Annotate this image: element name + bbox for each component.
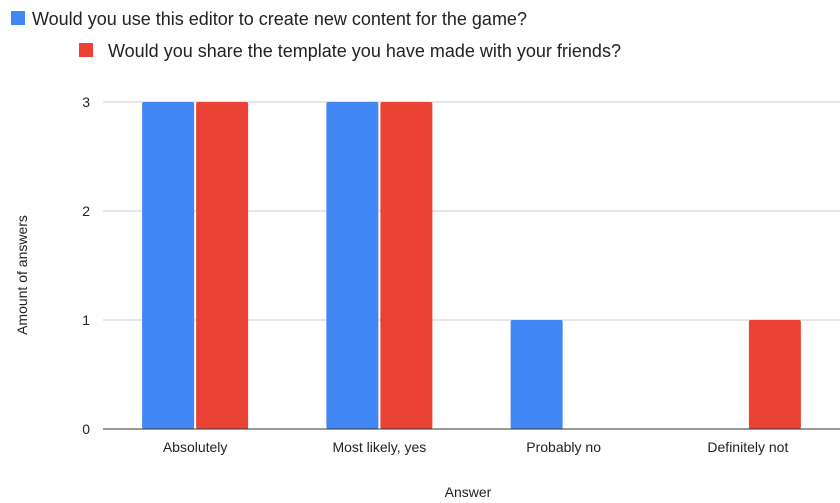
bar-series-1-most-likely-yes[interactable] — [326, 102, 379, 429]
legend-swatch-series-1 — [11, 11, 25, 25]
legend-item-series-2[interactable]: Would you share the template you have ma… — [79, 41, 621, 61]
bar-series-2-definitely-not[interactable] — [748, 320, 801, 429]
bar-series-2-absolutely[interactable] — [196, 102, 249, 429]
y-tick-label: 1 — [82, 312, 90, 328]
x-tick-label: Probably no — [526, 439, 601, 455]
bars — [142, 102, 801, 429]
legend-item-series-1[interactable]: Would you use this editor to create new … — [11, 9, 527, 29]
bar-series-1-probably-no[interactable] — [510, 320, 563, 429]
y-tick-label: 2 — [82, 203, 90, 219]
x-tick-label: Definitely not — [707, 439, 788, 455]
legend-label-series-2: Would you share the template you have ma… — [108, 41, 621, 61]
bar-series-2-most-likely-yes[interactable] — [380, 102, 433, 429]
y-axis-title: Amount of answers — [14, 215, 30, 335]
legend-label-series-1: Would you use this editor to create new … — [32, 9, 527, 29]
x-tick-label: Absolutely — [163, 439, 228, 455]
y-tick-label: 3 — [82, 94, 90, 110]
y-tick-label: 0 — [82, 421, 90, 437]
legend: Would you use this editor to create new … — [11, 9, 621, 61]
legend-swatch-series-2 — [79, 43, 93, 57]
x-axis-title: Answer — [445, 484, 492, 500]
x-tick-label: Most likely, yes — [332, 439, 426, 455]
bar-series-1-absolutely[interactable] — [142, 102, 195, 429]
y-axis-ticks: 0 1 2 3 — [82, 94, 90, 437]
x-axis-ticks: Absolutely Most likely, yes Probably no Def… — [163, 439, 789, 455]
